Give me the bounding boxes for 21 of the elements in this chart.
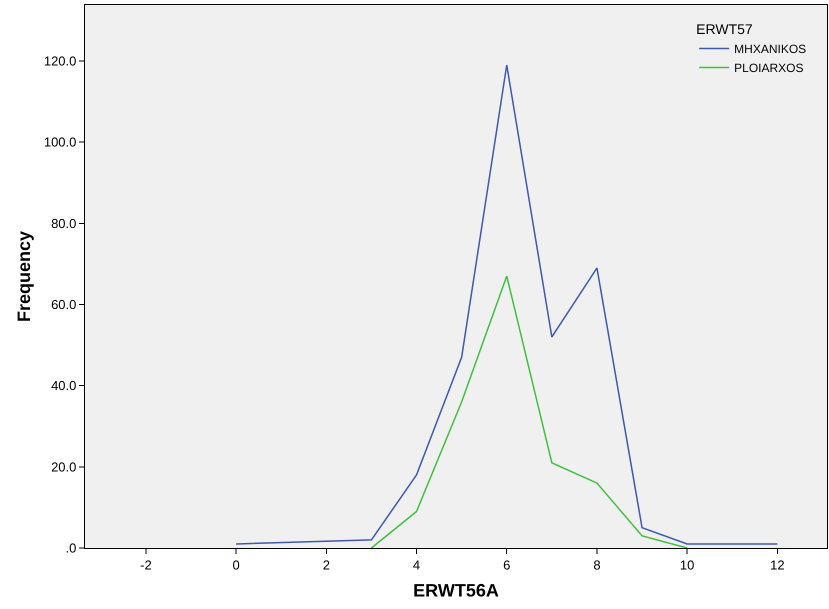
x-tick-label: 6 (503, 558, 510, 573)
y-tick-label: 60.0 (51, 297, 76, 312)
x-tick-label: 0 (232, 558, 240, 573)
legend-label: PLOIARXOS (734, 61, 804, 76)
x-tick-label: 2 (322, 558, 330, 573)
x-tick-label: 12 (770, 558, 785, 573)
y-tick-label: 120.0 (44, 54, 76, 69)
y-tick-label: 40.0 (51, 378, 76, 394)
y-tick-label: 80.0 (51, 216, 76, 231)
x-axis-title: ERWT56A (413, 580, 499, 601)
y-axis-title: Frequency (14, 230, 34, 322)
line-series (370, 275, 688, 548)
x-tick-label: 4 (412, 558, 420, 573)
y-tick-label: 100.0 (44, 134, 76, 150)
y-tick-label: 20.0 (51, 459, 76, 474)
legend-label: MHXANIKOS (734, 42, 806, 56)
y-tick-label: .0 (66, 540, 76, 556)
x-tick-label: 10 (680, 558, 694, 573)
x-tick-label: 8 (593, 558, 601, 573)
legend-title: ERWT57 (696, 21, 753, 38)
x-tick-label: -2 (140, 558, 152, 573)
